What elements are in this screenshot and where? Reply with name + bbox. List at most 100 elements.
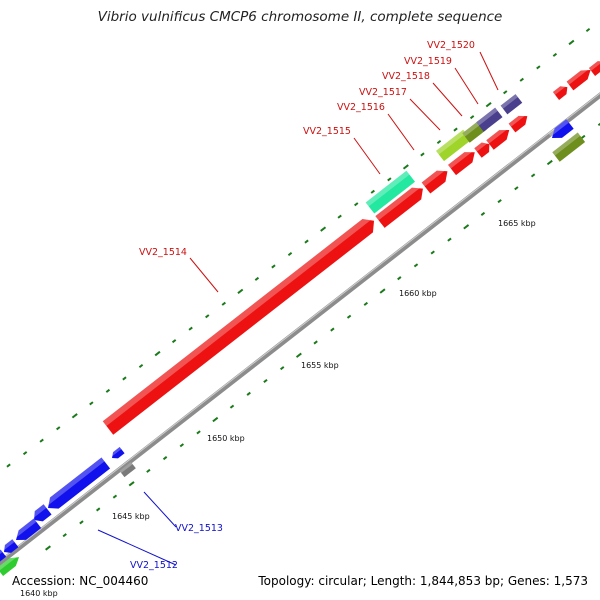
outer-tick-mark xyxy=(536,65,541,70)
feature-purple-1519-body xyxy=(500,94,523,115)
accession-text: Accession: NC_004460 xyxy=(10,574,151,588)
feature-olive-right xyxy=(552,132,586,162)
label-leader-lines xyxy=(97,51,499,566)
feature-purple-1518-shine xyxy=(476,107,498,126)
inner-tick-mark xyxy=(95,507,101,512)
inner-tick-mark xyxy=(79,520,84,525)
outer-tick-mark xyxy=(552,52,558,57)
tick-label-1645-kbp: 1645 kbp xyxy=(112,512,150,521)
gene-vv2-1513-body xyxy=(112,446,125,459)
inner-tick-mark xyxy=(313,340,318,345)
inner-tick-dots xyxy=(45,121,600,551)
gene-fwd-a-shine xyxy=(552,83,567,95)
gene-vv2-1520-shine xyxy=(508,111,527,127)
gene-rev-b-shine xyxy=(30,504,47,519)
gene-vv2-1518-body xyxy=(474,142,490,158)
tick-label-1655-kbp: 1655 kbp xyxy=(301,361,339,370)
leader-line-vv2_1514 xyxy=(189,257,219,293)
gene-fwd-a-body xyxy=(552,86,568,100)
gene-label-vv2_1516: VV2_1516 xyxy=(337,102,385,113)
inner-tick-mark xyxy=(146,468,151,473)
gene-rev-right-1 xyxy=(548,119,574,138)
outer-tick-mark xyxy=(354,202,359,207)
feature-olive-right-shine xyxy=(552,132,581,156)
feature-green-bottom xyxy=(0,553,20,576)
gene-fwd-b-body xyxy=(566,69,591,91)
inner-tick-mark xyxy=(514,186,519,191)
feature-olive-1517-shine xyxy=(462,119,482,137)
leader-line-vv2_1515 xyxy=(353,137,381,175)
outer-tick-mark xyxy=(56,426,61,431)
genome-stats-text: Topology: circular; Length: 1,844,853 bp… xyxy=(256,574,590,588)
tick-label-bg xyxy=(110,511,156,521)
feature-gray-1513 xyxy=(119,461,136,478)
inner-tick-mark xyxy=(546,159,553,166)
inner-tick-mark xyxy=(397,276,402,281)
outer-tick-mark xyxy=(205,314,210,319)
inner-tick-mark xyxy=(45,545,51,551)
outer-tick-mark xyxy=(287,251,293,257)
gene-vv2-1519-body xyxy=(486,129,510,150)
inner-tick-mark xyxy=(112,494,118,499)
outer-tick-mark xyxy=(171,339,177,344)
gene-vv2-1517-body xyxy=(448,152,475,176)
outer-tick-mark xyxy=(6,463,11,468)
gene-fwd-c-shine xyxy=(588,57,600,71)
gene-vv2-1514 xyxy=(102,214,375,435)
gene-rev-e xyxy=(0,549,7,563)
gene-vv2-1519 xyxy=(486,125,510,150)
outer-tick-mark xyxy=(337,214,342,219)
axis-tick-labels: 1640 kbp 1645 kbp 1650 kbp 1655 kbp 1660 kbp… xyxy=(18,218,542,598)
feature-teal-1515-body xyxy=(365,170,416,214)
gene-features xyxy=(0,57,600,576)
inner-tick-mark xyxy=(430,250,435,255)
outer-tick-mark xyxy=(485,102,492,108)
gene-vv2-1517-shine xyxy=(448,147,474,169)
outer-tick-mark xyxy=(387,177,392,182)
outer-tick-mark xyxy=(154,350,161,357)
inner-tick-mark xyxy=(295,352,302,358)
gene-label-vv2_1513: VV2_1513 xyxy=(175,523,223,534)
inner-tick-mark xyxy=(447,237,452,242)
outer-tick-mark xyxy=(320,226,327,232)
inner-tick-mark xyxy=(330,327,335,332)
inner-tick-mark xyxy=(463,224,470,230)
gene-vv2-1513 xyxy=(109,446,125,459)
outer-tick-mark xyxy=(585,27,591,33)
inner-tick-mark xyxy=(62,533,67,538)
inner-tick-mark xyxy=(581,134,586,139)
gene-vv2-1520-body xyxy=(508,115,528,133)
gene-rev-e-body xyxy=(0,549,7,563)
gene-label-vv2_1520: VV2_1520 xyxy=(427,40,475,51)
inner-tick-mark xyxy=(246,391,251,396)
gene-rev-d-body xyxy=(4,539,19,553)
outer-tick-mark xyxy=(89,401,94,406)
tick-label-1665-kbp: 1665 kbp xyxy=(498,219,536,228)
gene-rev-right-1-shine xyxy=(548,119,569,137)
gene-label-vv2_1517: VV2_1517 xyxy=(359,87,407,98)
outer-tick-mark xyxy=(39,438,44,443)
gene-rev-c-body xyxy=(16,518,42,540)
inner-tick-mark xyxy=(212,416,219,423)
inner-tick-mark xyxy=(379,288,386,294)
feature-lime-1516-body xyxy=(436,129,472,162)
gene-vv2-1518 xyxy=(474,139,490,158)
outer-tick-mark xyxy=(188,326,193,331)
gene-vv2-1517 xyxy=(448,147,475,176)
inner-tick-mark xyxy=(530,173,536,178)
tick-label-1660-kbp: 1660 kbp xyxy=(399,289,437,298)
inner-tick-mark xyxy=(497,199,502,204)
gene-rev-c-shine xyxy=(12,518,37,539)
gene-vv2-1512 xyxy=(43,457,111,509)
outer-tick-mark xyxy=(436,139,442,145)
gene-label-vv2_1519: VV2_1519 xyxy=(404,56,452,67)
tick-label-bg xyxy=(18,588,64,598)
gene-fwd-a xyxy=(552,83,568,100)
gene-rev-c xyxy=(12,518,42,540)
tick-label-bg xyxy=(205,433,251,443)
outer-tick-mark xyxy=(237,288,244,294)
feature-purple-1518-body xyxy=(476,107,503,132)
outer-tick-mark xyxy=(453,127,458,132)
gene-vv2-1515a-shine xyxy=(375,182,422,221)
